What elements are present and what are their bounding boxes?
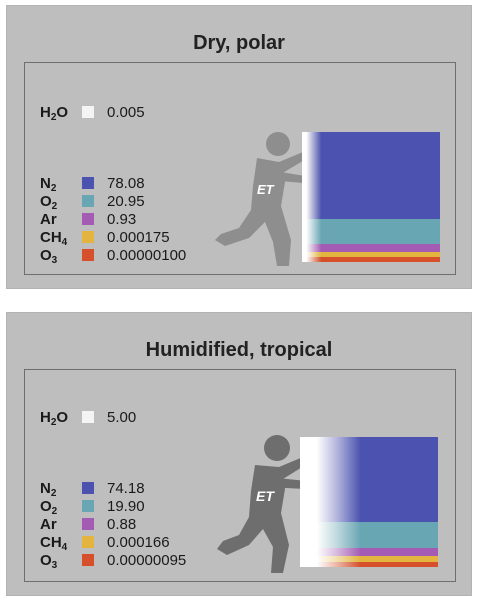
color-swatch [82, 177, 94, 189]
color-swatch [82, 411, 94, 423]
gas-label: O3 [40, 552, 58, 571]
panel-humidified-tropical: Humidified, tropical H2O 5.00 N2 74.18 O… [6, 312, 472, 596]
panel-frame [24, 369, 456, 582]
gas-label: O2 [40, 193, 58, 212]
et-pushing-figure: ET [217, 435, 307, 573]
gas-value: 0.00000100 [107, 247, 187, 264]
panel-title: Dry, polar [193, 32, 285, 54]
water-vapor-fade [302, 132, 440, 262]
gas-value: 0.000166 [107, 534, 170, 551]
gas-label: N2 [40, 480, 57, 499]
gas-label: O3 [40, 247, 58, 266]
water-vapor-fade [300, 437, 438, 567]
composition-bar [300, 437, 438, 567]
color-swatch [82, 213, 94, 225]
gas-value: 74.18 [107, 480, 145, 497]
composition-bar [302, 132, 440, 262]
gas-value: 0.005 [107, 104, 145, 121]
panel-frame [24, 62, 456, 275]
gas-value: 0.00000095 [107, 552, 187, 569]
panel-title: Humidified, tropical [145, 339, 333, 361]
gas-value: 20.95 [107, 193, 145, 210]
gas-value: 5.00 [107, 409, 137, 426]
gas-label: O2 [40, 498, 58, 517]
figure-label: ET [257, 182, 275, 197]
color-swatch [82, 106, 94, 118]
color-swatch [82, 231, 94, 243]
color-swatch [82, 554, 94, 566]
gas-label: CH4 [40, 229, 68, 248]
panel-dry-polar: Dry, polar H2O 0.005 N2 78.08 O2 20.95 A… [6, 5, 472, 289]
color-swatch [82, 500, 94, 512]
color-swatch [82, 482, 94, 494]
gas-label: N2 [40, 175, 57, 194]
gas-value: 0.93 [107, 211, 137, 228]
gas-label: H2O [40, 104, 69, 123]
et-pushing-figure: ET [215, 132, 306, 266]
color-swatch [82, 195, 94, 207]
color-swatch [82, 518, 94, 530]
gas-value: 0.000175 [107, 229, 170, 246]
color-swatch [82, 536, 94, 548]
figure-label: ET [256, 488, 275, 504]
color-swatch [82, 249, 94, 261]
gas-value: 0.88 [107, 516, 137, 533]
gas-label: CH4 [40, 534, 68, 553]
gas-value: 78.08 [107, 175, 145, 192]
gas-label: H2O [40, 409, 69, 428]
gas-label: Ar [40, 211, 57, 228]
gas-label: Ar [40, 516, 57, 533]
gas-value: 19.90 [107, 498, 145, 515]
